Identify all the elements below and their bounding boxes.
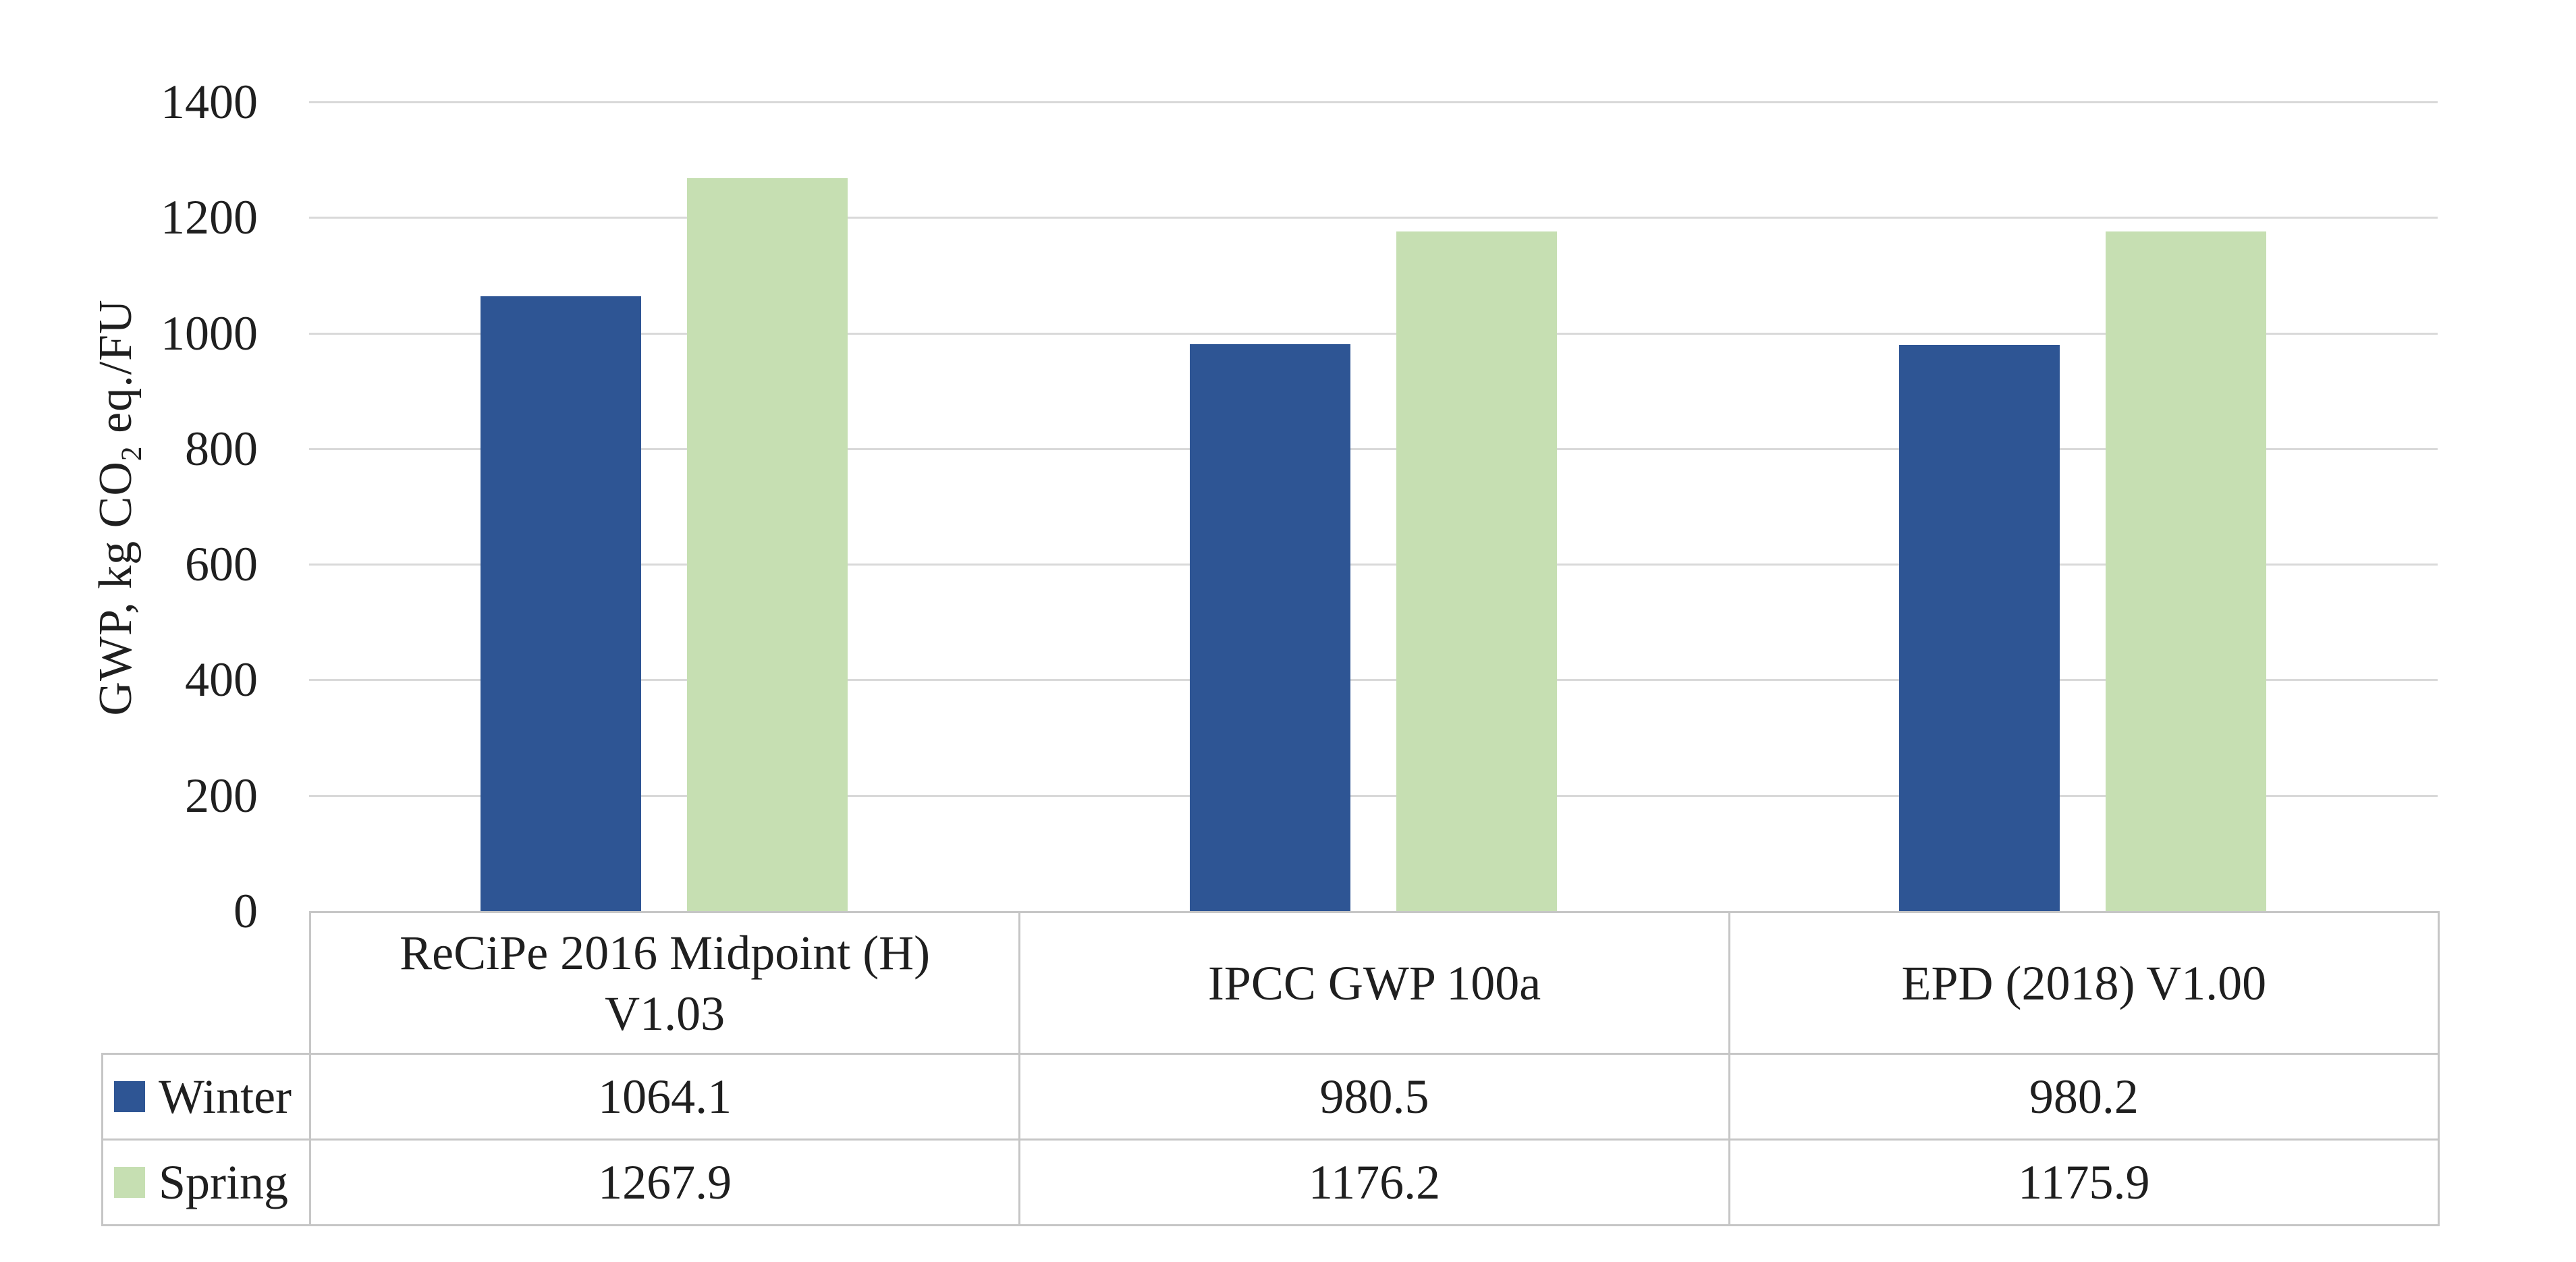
gridline-400: [309, 679, 2438, 682]
y-tick-label-200: 200: [185, 768, 258, 823]
y-tick-label-0: 0: [234, 884, 258, 938]
table-row-spring: Spring 1267.9 1176.2 1175.9: [101, 1138, 2440, 1226]
y-tick-label-1400: 1400: [161, 75, 258, 129]
y-tick-label-600: 600: [185, 537, 258, 592]
gridline-1000: [309, 332, 2438, 335]
value-winter-2: 980.2: [1728, 1053, 2440, 1141]
y-tick-label-1200: 1200: [161, 190, 258, 245]
value-spring-1: 1176.2: [1018, 1138, 1730, 1226]
bar-winter-2: [1899, 344, 2060, 911]
bar-spring-0: [686, 178, 848, 911]
legend-swatch-winter: [114, 1081, 145, 1112]
table-row-winter: Winter 1064.1 980.5 980.2: [101, 1053, 2440, 1141]
y-tick-label-400: 400: [185, 653, 258, 707]
bar-winter-1: [1189, 344, 1350, 911]
value-spring-0: 1267.9: [308, 1138, 1021, 1226]
gridline-600: [309, 564, 2438, 566]
bar-spring-2: [2106, 231, 2267, 911]
legend-cell-winter: Winter: [101, 1053, 311, 1141]
value-winter-0: 1064.1: [308, 1053, 1021, 1141]
table-header-category-2: EPD (2018) V1.00: [1728, 911, 2440, 1055]
data-table: ReCiPe 2016 Midpoint (H) V1.03 IPCC GWP 10…: [101, 911, 2440, 1226]
gridline-800: [309, 447, 2438, 450]
y-tick-label-1000: 1000: [161, 306, 258, 360]
gridline-200: [309, 794, 2438, 797]
table-header-category-0: ReCiPe 2016 Midpoint (H) V1.03: [308, 911, 1021, 1055]
table-corner-spacer: [103, 912, 310, 1054]
plot-area: [309, 101, 2438, 911]
value-spring-2: 1175.9: [1728, 1138, 2440, 1226]
legend-label-spring: Spring: [159, 1155, 289, 1209]
value-winter-1: 980.5: [1018, 1053, 1730, 1141]
y-axis-tick-labels: 0 200 400 600 800 1000 1200 1400: [0, 0, 258, 1262]
category-slot-0: [309, 102, 1018, 911]
gridline-1400: [309, 101, 2438, 103]
bar-winter-0: [480, 296, 641, 911]
category-slot-1: [1018, 102, 1728, 911]
table-header-category-1: IPCC GWP 100a: [1018, 911, 1730, 1055]
bar-spring-1: [1396, 231, 1557, 911]
legend-label-winter: Winter: [159, 1070, 292, 1124]
gridline-1200: [309, 217, 2438, 219]
y-tick-label-800: 800: [185, 421, 258, 476]
legend-swatch-spring: [114, 1167, 145, 1198]
legend-cell-spring: Spring: [101, 1138, 311, 1226]
category-slot-2: [1728, 102, 2438, 911]
